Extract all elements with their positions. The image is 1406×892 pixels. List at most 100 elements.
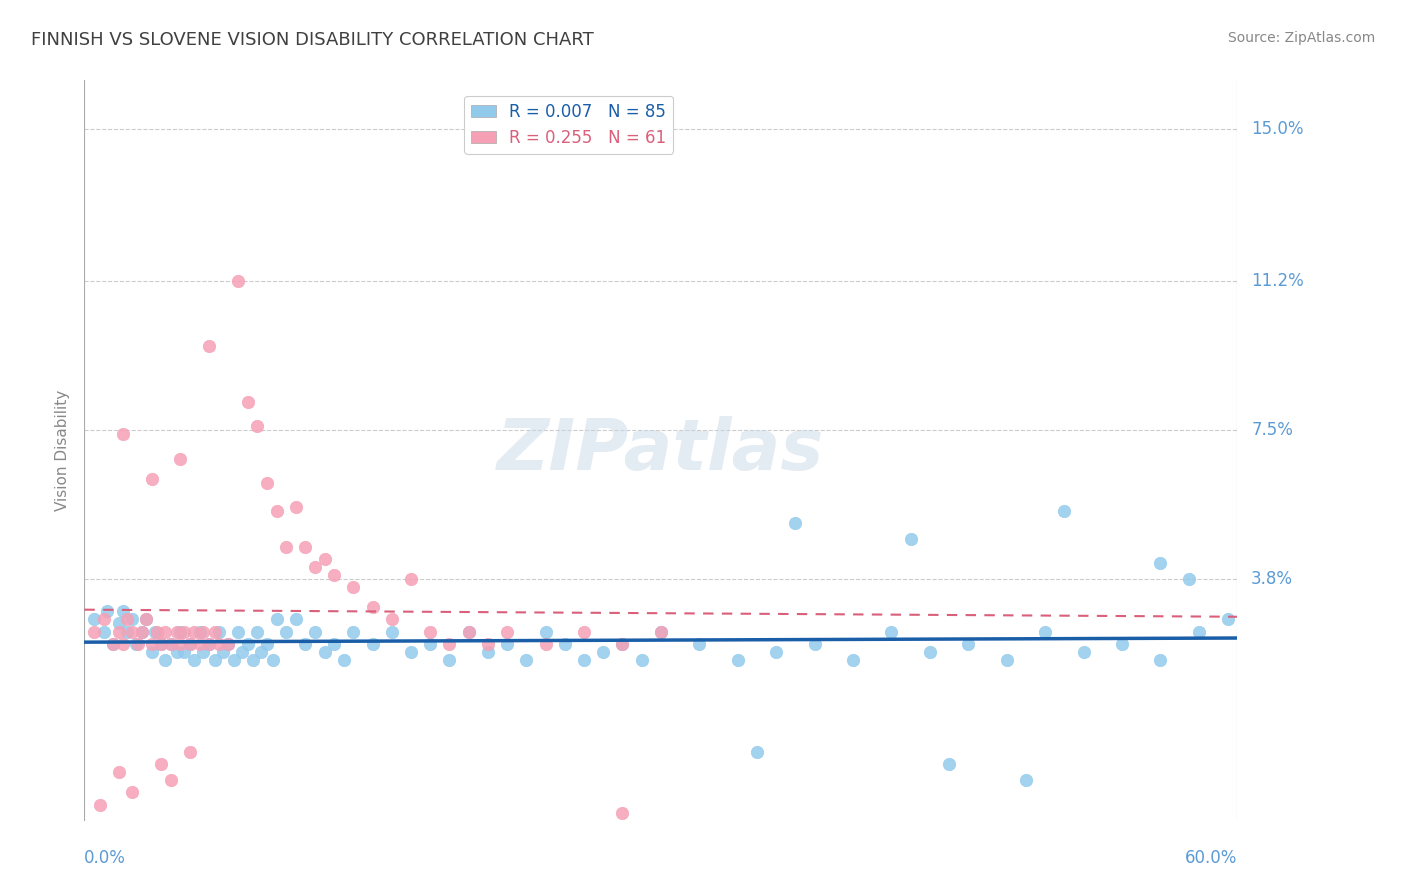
Point [256, 637, 278, 651]
Point [141, 472, 163, 486]
Point [183, 653, 205, 667]
Point [160, 637, 183, 651]
Point [169, 451, 191, 466]
Point [294, 540, 316, 554]
Point [153, 624, 176, 639]
Point [1015, 773, 1038, 788]
Point [381, 612, 404, 626]
Point [183, 624, 205, 639]
Point [160, 773, 183, 788]
Point [83, 624, 105, 639]
Point [135, 612, 157, 626]
Point [103, 637, 124, 651]
Point [160, 637, 183, 651]
Text: Source: ZipAtlas.com: Source: ZipAtlas.com [1227, 31, 1375, 45]
Point [1149, 653, 1171, 667]
Point [153, 653, 176, 667]
Point [361, 637, 384, 651]
Text: FINNISH VS SLOVENE VISION DISABILITY CORRELATION CHART: FINNISH VS SLOVENE VISION DISABILITY COR… [31, 31, 593, 49]
Point [900, 532, 922, 546]
Point [612, 805, 634, 820]
Point [236, 395, 259, 409]
Point [477, 645, 499, 659]
Point [314, 645, 336, 659]
Point [226, 624, 249, 639]
Point [236, 637, 259, 651]
Point [131, 624, 153, 639]
Point [141, 637, 163, 651]
Point [1033, 624, 1056, 639]
Point [193, 645, 215, 659]
Point [304, 560, 326, 574]
Text: 60.0%: 60.0% [1185, 849, 1237, 867]
Point [198, 637, 221, 651]
Legend: R = 0.007   N = 85, R = 0.255   N = 61: R = 0.007 N = 85, R = 0.255 N = 61 [464, 96, 673, 153]
Point [211, 645, 233, 659]
Point [115, 624, 138, 639]
Point [534, 637, 557, 651]
Point [145, 624, 167, 639]
Text: 11.2%: 11.2% [1251, 272, 1303, 291]
Point [93, 624, 115, 639]
Point [121, 785, 143, 799]
Point [1188, 624, 1211, 639]
Text: 3.8%: 3.8% [1251, 570, 1294, 588]
Point [89, 797, 111, 812]
Point [745, 745, 768, 759]
Point [439, 637, 461, 651]
Point [995, 653, 1018, 667]
Point [173, 624, 195, 639]
Point [166, 624, 188, 639]
Point [496, 624, 519, 639]
Text: 15.0%: 15.0% [1251, 120, 1303, 137]
Point [266, 612, 288, 626]
Point [173, 645, 195, 659]
Point [108, 765, 131, 780]
Point [218, 637, 240, 651]
Point [842, 653, 865, 667]
Point [323, 637, 346, 651]
Point [141, 645, 163, 659]
Point [650, 624, 672, 639]
Point [111, 604, 134, 618]
Point [246, 419, 269, 434]
Point [938, 757, 960, 772]
Point [496, 637, 519, 651]
Point [179, 637, 201, 651]
Point [399, 645, 422, 659]
Point [1149, 556, 1171, 570]
Point [111, 637, 134, 651]
Point [188, 624, 211, 639]
Text: ZIPatlas: ZIPatlas [498, 416, 824, 485]
Point [419, 624, 441, 639]
Point [150, 637, 173, 651]
Point [1111, 637, 1133, 651]
Point [276, 540, 298, 554]
Point [250, 645, 273, 659]
Point [650, 624, 672, 639]
Point [111, 427, 134, 442]
Point [399, 572, 422, 586]
Point [242, 653, 264, 667]
Point [96, 604, 118, 618]
Point [515, 653, 537, 667]
Point [262, 653, 284, 667]
Point [314, 552, 336, 566]
Point [135, 612, 157, 626]
Point [323, 568, 346, 582]
Point [276, 624, 298, 639]
Point [115, 612, 138, 626]
Point [131, 624, 153, 639]
Point [179, 637, 201, 651]
Text: 7.5%: 7.5% [1251, 421, 1294, 440]
Point [125, 637, 148, 651]
Point [342, 580, 364, 594]
Point [1073, 645, 1095, 659]
Point [218, 637, 240, 651]
Point [226, 275, 249, 289]
Point [1216, 612, 1239, 626]
Point [381, 624, 404, 639]
Point [169, 637, 191, 651]
Point [419, 637, 441, 651]
Point [294, 637, 316, 651]
